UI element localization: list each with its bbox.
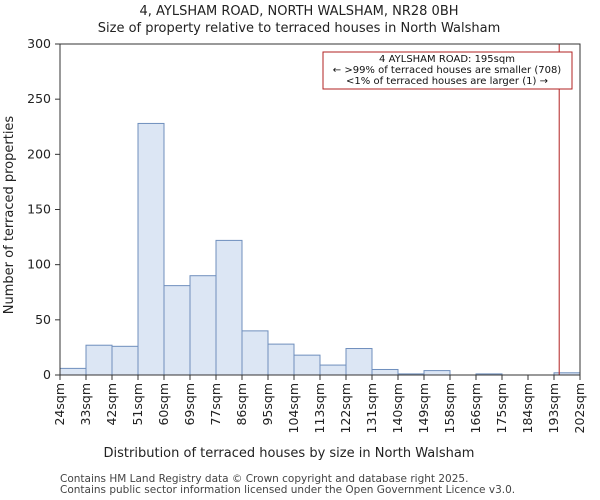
x-tick-label: 42sqm	[104, 383, 119, 426]
footer-line-2: Contains public sector information licen…	[60, 484, 516, 496]
chart-subtitle: Size of property relative to terraced ho…	[98, 21, 501, 36]
y-axis-label: Number of terraced properties	[2, 116, 17, 315]
y-tick-label: 50	[35, 312, 51, 327]
bar-86sqm	[241, 330, 269, 376]
x-tick-label: 193sqm	[546, 383, 561, 433]
bar-122sqm	[345, 348, 373, 376]
x-tick-label: 166sqm	[468, 383, 483, 433]
bar-149sqm	[423, 370, 451, 376]
x-axis-label: Distribution of terraced houses by size …	[104, 446, 475, 461]
x-tick-label: 158sqm	[442, 383, 457, 433]
bar-33sqm	[85, 344, 113, 376]
y-tick-label: 150	[27, 202, 51, 217]
annotation-line-1: 4 AYLSHAM ROAD: 195sqm	[379, 54, 515, 65]
x-tick-label: 122sqm	[338, 383, 353, 433]
y-tick-label: 100	[27, 257, 51, 272]
x-tick-label: 77sqm	[208, 383, 223, 426]
bar-95sqm	[267, 343, 295, 376]
bar-42sqm	[111, 345, 139, 376]
x-tick-label: 33sqm	[78, 383, 93, 426]
x-tick-label: 140sqm	[390, 383, 405, 433]
x-tick-label: 184sqm	[520, 383, 535, 433]
x-tick-label: 202sqm	[572, 383, 587, 433]
x-tick-label: 60sqm	[156, 383, 171, 426]
x-tick-label: 113sqm	[312, 383, 327, 433]
bar-113sqm	[319, 364, 347, 376]
bar-51sqm	[137, 122, 165, 376]
bar-104sqm	[293, 354, 321, 376]
annotation-line-3: <1% of terraced houses are larger (1) →	[346, 76, 548, 87]
x-tick-label: 95sqm	[260, 383, 275, 426]
annotation-line-2: ← >99% of terraced houses are smaller (7…	[333, 65, 562, 76]
x-tick-label: 51sqm	[130, 383, 145, 426]
y-tick-label: 250	[27, 91, 51, 106]
x-tick-label: 24sqm	[52, 383, 67, 426]
bar-77sqm	[215, 239, 243, 376]
chart-title: 4, AYLSHAM ROAD, NORTH WALSHAM, NR28 0BH	[139, 4, 458, 19]
bar-131sqm	[371, 368, 399, 376]
y-axis-ticks: 0 50 100 150 200 250 300	[27, 36, 60, 382]
x-tick-label: 175sqm	[494, 383, 509, 433]
bars-group	[59, 122, 581, 376]
x-tick-label: 149sqm	[416, 383, 431, 433]
y-tick-label: 0	[43, 367, 51, 382]
x-axis-ticks: 24sqm 33sqm 42sqm 51sqm 60sqm 69sqm 77sqm 86sqm…	[52, 375, 587, 433]
bar-60sqm	[163, 285, 191, 376]
annotation-box	[322, 51, 573, 90]
bar-24sqm	[59, 367, 87, 376]
x-tick-label: 131sqm	[364, 383, 379, 433]
plot-frame	[59, 43, 581, 376]
footer-line-1: Contains HM Land Registry data © Crown c…	[60, 473, 469, 485]
y-tick-label: 300	[27, 36, 51, 51]
x-tick-label: 104sqm	[286, 383, 301, 433]
x-tick-label: 86sqm	[234, 383, 249, 426]
y-tick-label: 200	[27, 146, 51, 161]
bar-69sqm	[189, 275, 217, 376]
x-tick-label: 69sqm	[182, 383, 197, 426]
